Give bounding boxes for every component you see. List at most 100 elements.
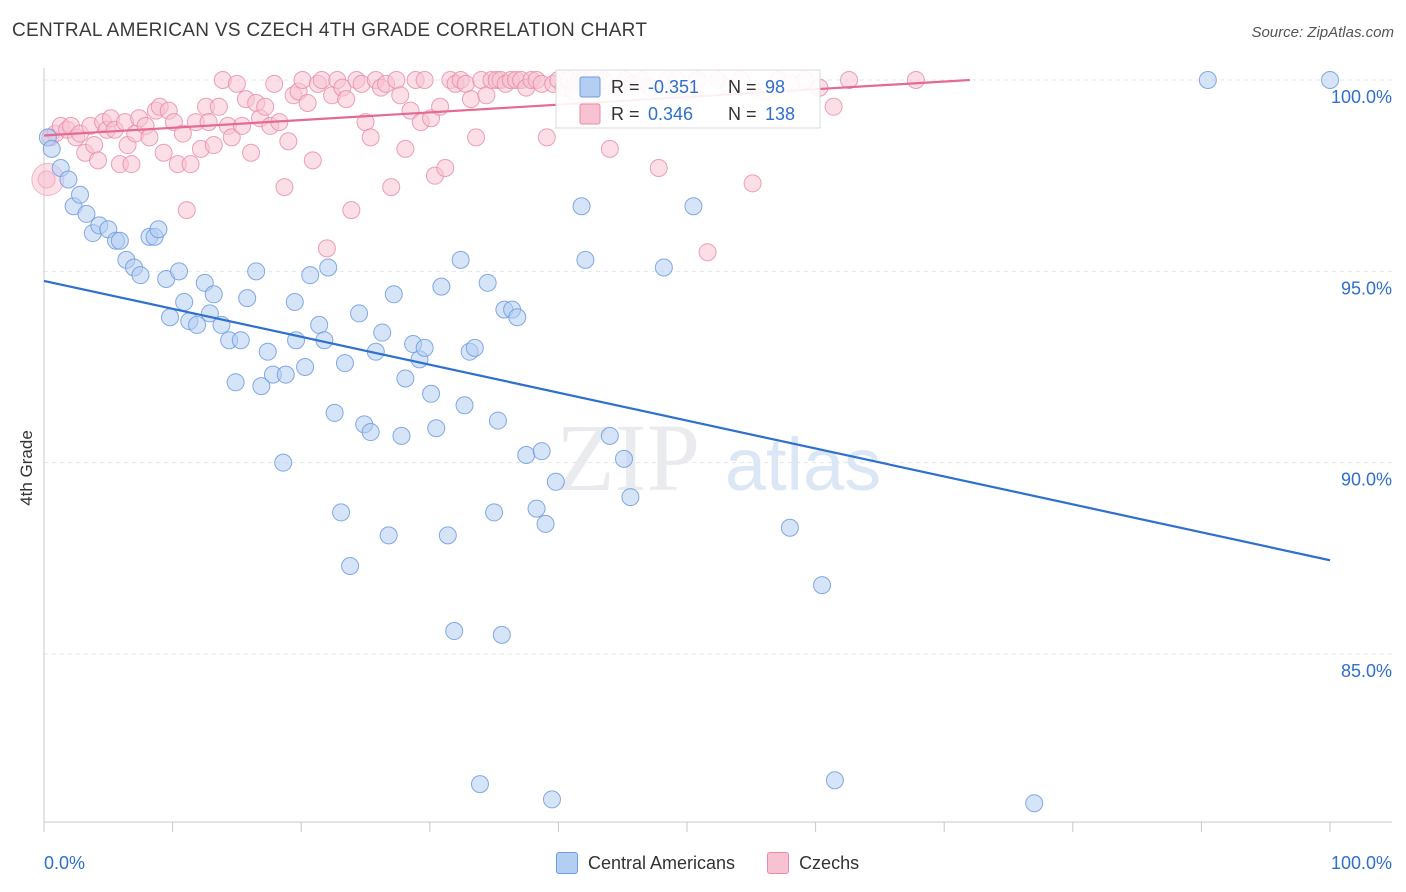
czech-point (122, 155, 141, 174)
central-point (527, 499, 546, 518)
central-point (59, 170, 78, 189)
central-point (415, 338, 434, 357)
central-point (170, 262, 189, 281)
legend-item-central[interactable]: Central Americans (556, 852, 735, 874)
central-point (576, 250, 595, 269)
czech-point (415, 71, 434, 89)
y-tick-label: 90.0% (1341, 470, 1392, 490)
central-point (379, 526, 398, 545)
czech-point (461, 90, 480, 109)
czech-point (256, 97, 275, 116)
central-point (238, 289, 257, 308)
central-point (470, 775, 489, 794)
chart-title: CENTRAL AMERICAN VS CZECH 4TH GRADE CORR… (12, 20, 648, 41)
central-point (319, 258, 338, 277)
central-point (226, 373, 245, 392)
central-point (1025, 794, 1044, 813)
stats-n-value: 138 (765, 104, 795, 124)
central-point (465, 338, 484, 357)
central-point (427, 419, 446, 438)
central-point (445, 622, 464, 641)
central-point (438, 526, 457, 545)
central-trend-line (43, 279, 1331, 562)
czech-point (456, 74, 475, 93)
central-point (780, 518, 799, 537)
y-tick-label: 100.0% (1331, 87, 1392, 107)
central-point (42, 139, 61, 158)
czech-point (840, 71, 859, 89)
czech-point (743, 174, 762, 193)
central-point (422, 384, 441, 403)
central-point (572, 197, 591, 216)
central-point (161, 308, 180, 327)
czech-point (204, 136, 223, 155)
central-point (492, 625, 511, 644)
central-point (335, 354, 354, 373)
czech-point (154, 143, 173, 162)
central-point (204, 285, 223, 304)
central-point (350, 304, 369, 323)
legend-item-czech[interactable]: Czechs (767, 852, 859, 874)
czech-point (199, 113, 218, 132)
czech-point (537, 128, 556, 147)
czech-point (436, 159, 455, 178)
axes (43, 68, 1392, 832)
czech-point (342, 201, 361, 220)
central-point (258, 342, 277, 361)
czech-point (824, 97, 843, 116)
central-point (361, 423, 380, 442)
czech-point (279, 132, 298, 151)
central-point (392, 426, 411, 445)
central-point (654, 258, 673, 277)
central-point (341, 556, 360, 575)
central-point (310, 315, 329, 334)
central-point (71, 185, 90, 204)
chart-source: Source: ZipAtlas.com (1251, 24, 1394, 41)
czech-point (85, 136, 104, 155)
legend-label-czech: Czechs (799, 852, 860, 873)
central-point (252, 377, 271, 396)
central-point (332, 503, 351, 522)
czech-point (649, 159, 668, 178)
central-point (813, 576, 832, 595)
central-point (175, 292, 194, 311)
czech-point (265, 74, 284, 93)
x-tick-label: 100.0% (1331, 853, 1392, 873)
central-point (532, 442, 551, 461)
central-point (621, 488, 640, 507)
czech-point (227, 74, 246, 93)
czech-point (177, 201, 196, 220)
czech-point (382, 178, 401, 197)
legend-swatch-central (556, 852, 578, 874)
central-point (274, 453, 293, 472)
czech-point (312, 71, 331, 89)
central-point (1198, 71, 1217, 89)
czech-point (391, 86, 410, 105)
central-point (478, 273, 497, 292)
stats-n-label: N = (728, 104, 757, 124)
legend-label-central: Central Americans (588, 852, 736, 873)
stats-r-label: R = (611, 77, 640, 97)
y-tick-label: 95.0% (1341, 278, 1392, 298)
central-point (536, 514, 555, 533)
stats-r-label: R = (611, 104, 640, 124)
czech-point (222, 128, 241, 147)
central-point (485, 503, 504, 522)
grid (44, 79, 1392, 655)
tick-labels: 100.0% 95.0% 90.0% 85.0% 0.0% 100.0% (44, 87, 1392, 873)
czech-point (140, 128, 159, 147)
czech-point (361, 128, 380, 147)
central-point (131, 266, 150, 285)
czech-point (242, 143, 261, 162)
central-point (455, 396, 474, 415)
czech-point (387, 71, 406, 89)
stats-n-label: N = (728, 77, 757, 97)
central-point (247, 262, 266, 281)
central-point (825, 771, 844, 790)
legend-swatch-czech (767, 852, 790, 874)
central-point (1321, 71, 1339, 89)
stats-legend-swatch (579, 76, 601, 98)
series-legend: Central Americans Czechs (556, 852, 881, 874)
central-point (508, 308, 527, 327)
